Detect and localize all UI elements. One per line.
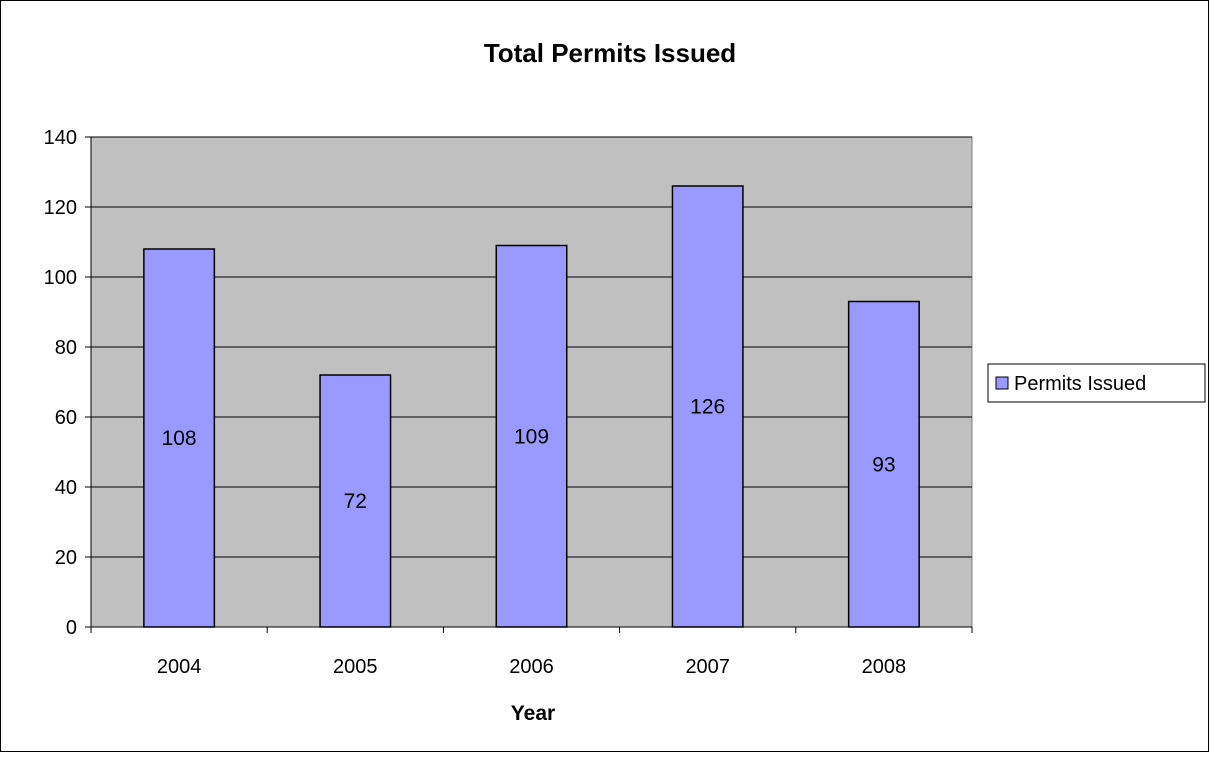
x-tick-label-2006: 2006	[509, 656, 554, 678]
x-tick-label-2005: 2005	[333, 656, 378, 678]
y-tick-label: 120	[44, 197, 77, 219]
x-tick-label-2007: 2007	[685, 656, 730, 678]
data-label-2008: 93	[872, 453, 895, 476]
y-tick-label: 80	[55, 337, 77, 359]
bars	[143, 185, 920, 628]
y-tick-label: 140	[44, 127, 77, 149]
bar-2006	[495, 244, 568, 628]
y-tick-label: 0	[66, 617, 77, 639]
bar-2007	[671, 185, 744, 628]
chart-title: Total Permits Issued	[484, 38, 736, 68]
axes	[85, 136, 973, 633]
x-tick-label-2008: 2008	[862, 656, 907, 678]
y-tick-label: 100	[44, 267, 77, 289]
y-tick-label: 40	[55, 477, 77, 499]
y-tick-label: 60	[55, 407, 77, 429]
legend-label: Permits Issued	[1014, 373, 1146, 395]
x-axis-title: Year	[511, 702, 555, 725]
bar-2008	[847, 300, 920, 628]
bar-2004	[143, 248, 216, 628]
legend-swatch	[995, 376, 1009, 390]
data-labels: 108 72 109 126 93	[162, 396, 896, 514]
y-tick-label: 20	[55, 547, 77, 569]
data-label-2004: 108	[162, 427, 197, 450]
legend-box	[987, 363, 1206, 403]
data-label-2007: 126	[690, 396, 725, 419]
x-tick-labels: 2004 2005 2006 2007 2008	[157, 656, 906, 678]
data-label-2006: 109	[514, 425, 549, 448]
legend: Permits Issued	[987, 363, 1206, 403]
data-label-2005: 72	[344, 490, 367, 513]
x-tick-label-2004: 2004	[157, 656, 202, 678]
bar-2005	[319, 374, 392, 628]
y-tick-labels: 0 20 40 60 80 100 120 140	[44, 127, 77, 639]
